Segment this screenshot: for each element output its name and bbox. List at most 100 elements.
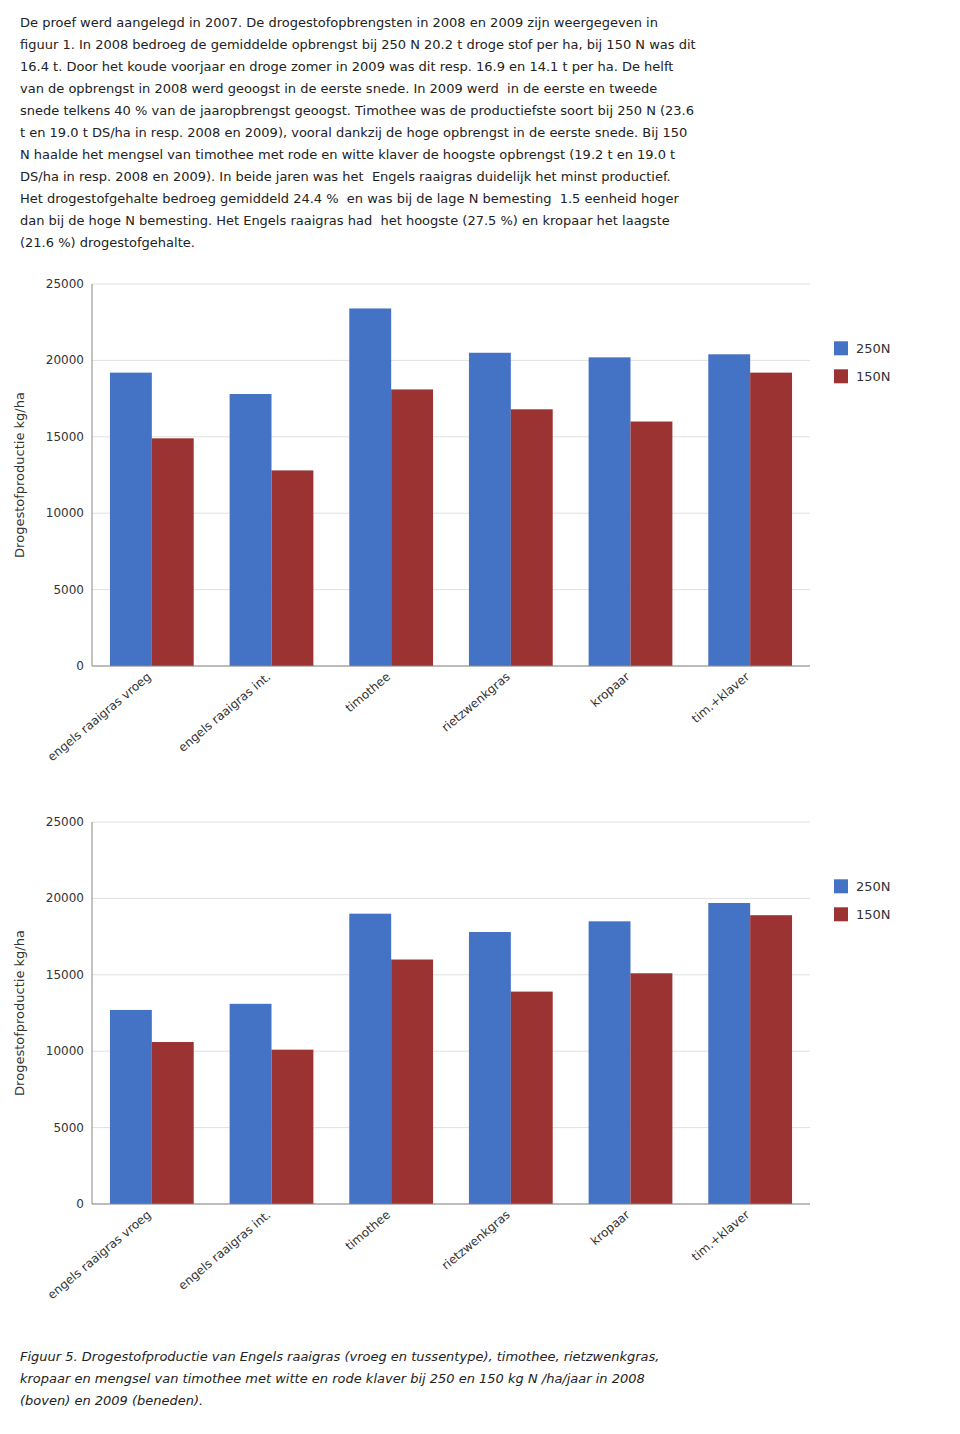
text-line: van de opbrengst in 2008 werd geoogst in… <box>20 78 950 100</box>
bar <box>469 353 511 666</box>
x-tick-label: engels raaigras vroeg <box>45 670 154 765</box>
caption: Figuur 5. Drogestofproductie van Engels … <box>20 1346 950 1412</box>
x-axis-line <box>92 666 810 667</box>
caption-line: (boven) en 2009 (beneden). <box>20 1390 950 1412</box>
grid-line <box>92 898 810 899</box>
grid-line <box>92 589 810 590</box>
bar <box>511 992 553 1204</box>
bar <box>589 357 631 666</box>
bar <box>589 921 631 1204</box>
grid-line <box>92 284 810 285</box>
legend-label: 250N <box>856 879 891 894</box>
text-line: 16.4 t. Door het koude voorjaar en droge… <box>20 56 950 78</box>
bar <box>631 422 673 666</box>
legend-label: 150N <box>856 369 891 384</box>
text-line: De proef werd aangelegd in 2007. De drog… <box>20 12 950 34</box>
grid-line <box>92 513 810 514</box>
y-tick-label: 10000 <box>46 506 84 520</box>
bar <box>469 932 511 1204</box>
x-tick-label: engels raaigras int. <box>176 1208 274 1293</box>
y-axis-label: Drogestofproductie kg/ha <box>12 392 27 558</box>
x-tick-label: kropaar <box>588 670 632 710</box>
x-tick-label: tim.+klaver <box>689 670 752 726</box>
x-tick-label: rietzwenkgras <box>439 670 513 735</box>
x-tick-label: tim.+klaver <box>689 1208 752 1264</box>
text-line: dan bij de hoge N bemesting. Het Engels … <box>20 210 950 232</box>
bar <box>110 1010 152 1204</box>
bar <box>349 308 391 666</box>
text-line: Het drogestofgehalte bedroeg gemiddeld 2… <box>20 188 950 210</box>
text-line: snede telkens 40 % van de jaaropbrengst … <box>20 100 950 122</box>
text-line: N haalde het mengsel van timothee met ro… <box>20 144 950 166</box>
legend-swatch <box>834 341 848 355</box>
y-tick-label: 5000 <box>53 583 84 597</box>
chart: 0 5000 10000 15000 20000 25000 Drogestofproduc… <box>0 806 960 1344</box>
text-line: (21.6 %) drogestofgehalte. <box>20 232 950 254</box>
bar <box>152 1042 194 1204</box>
grid-line <box>92 360 810 361</box>
bar <box>631 973 673 1204</box>
bar <box>708 354 750 666</box>
paragraph: De proef werd aangelegd in 2007. De drog… <box>20 12 950 254</box>
text-line: DS/ha in resp. 2008 en 2009). In beide j… <box>20 166 950 188</box>
bar <box>152 438 194 666</box>
x-tick-label: engels raaigras vroeg <box>45 1208 154 1303</box>
grid-line <box>92 1127 810 1128</box>
caption-line: Figuur 5. Drogestofproductie van Engels … <box>20 1346 950 1368</box>
y-tick-label: 15000 <box>46 430 84 444</box>
x-tick-label: timothee <box>343 1208 393 1254</box>
legend-swatch <box>834 907 848 921</box>
y-axis-line <box>92 822 93 1204</box>
x-tick-label: engels raaigras int. <box>176 670 274 755</box>
bar <box>391 389 433 666</box>
page: De proef werd aangelegd in 2007. De drog… <box>0 0 960 1434</box>
y-axis-label: Drogestofproductie kg/ha <box>12 930 27 1096</box>
grid-line <box>92 822 810 823</box>
grid-line <box>92 436 810 437</box>
y-tick-label: 15000 <box>46 968 84 982</box>
bar <box>708 903 750 1204</box>
chart: 0 5000 10000 15000 20000 25000 Drogestofproduc… <box>0 268 960 806</box>
y-tick-label: 0 <box>76 1197 84 1211</box>
bars <box>110 308 792 666</box>
y-tick-label: 0 <box>76 659 84 673</box>
grid-line <box>92 666 810 667</box>
bar <box>230 394 272 666</box>
grid-line <box>92 1204 810 1205</box>
legend-swatch <box>834 879 848 893</box>
bar <box>110 373 152 666</box>
y-axis: 0 5000 10000 15000 20000 25000 <box>46 277 810 673</box>
legend-label: 150N <box>856 907 891 922</box>
grid-line <box>92 974 810 975</box>
y-axis-line <box>92 284 93 666</box>
bar <box>391 960 433 1204</box>
y-axis: 0 5000 10000 15000 20000 25000 <box>46 815 810 1211</box>
bars <box>110 903 792 1204</box>
y-tick-label: 25000 <box>46 815 84 829</box>
bar <box>349 914 391 1204</box>
bar <box>511 409 553 666</box>
y-tick-label: 5000 <box>53 1121 84 1135</box>
caption-line: kropaar en mengsel van timothee met witt… <box>20 1368 950 1390</box>
y-tick-label: 25000 <box>46 277 84 291</box>
legend-label: 250N <box>856 341 891 356</box>
y-tick-label: 10000 <box>46 1044 84 1058</box>
legend: 250N 150N <box>834 341 891 384</box>
x-tick-label: timothee <box>343 670 393 716</box>
bar <box>230 1004 272 1204</box>
text-line: t en 19.0 t DS/ha in resp. 2008 en 2009)… <box>20 122 950 144</box>
x-tick-label: kropaar <box>588 1208 632 1248</box>
x-tick-label: rietzwenkgras <box>439 1208 513 1273</box>
legend: 250N 150N <box>834 879 891 922</box>
bar <box>272 1050 314 1204</box>
y-tick-label: 20000 <box>46 353 84 367</box>
bar <box>750 915 792 1204</box>
x-axis: engels raaigras vroeg engels raaigras int… <box>45 1208 752 1303</box>
y-tick-label: 20000 <box>46 891 84 905</box>
x-axis: engels raaigras vroeg engels raaigras int… <box>45 670 752 765</box>
bar <box>750 373 792 666</box>
grid-line <box>92 1051 810 1052</box>
legend-swatch <box>834 369 848 383</box>
x-axis-line <box>92 1204 810 1205</box>
text-line: figuur 1. In 2008 bedroeg de gemiddelde … <box>20 34 950 56</box>
